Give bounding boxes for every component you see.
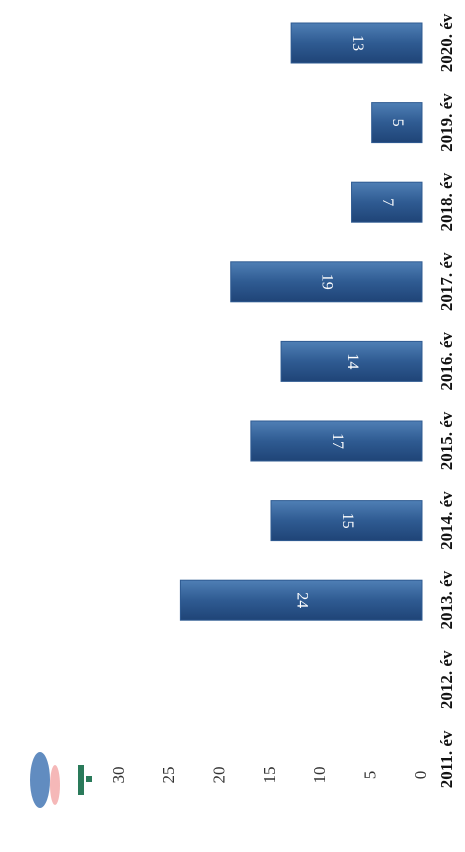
x-tick-label: 2011. év [437,730,456,788]
bar [351,181,423,223]
x-tick-label: 2017. év [437,252,456,311]
bar [230,261,423,303]
bar [270,500,423,542]
y-tick-label: 20 [210,767,229,784]
y-tick-label: 0 [411,771,430,780]
value-label: 5 [389,119,406,127]
x-tick-label: 2014. év [437,491,456,550]
value-label: 19 [319,274,336,290]
value-label: 13 [349,35,366,51]
bar [280,340,423,382]
bar [371,102,423,144]
x-tick-label: 2020. év [437,13,456,72]
y-tick-label: 25 [159,767,178,784]
x-tick-label: 2015. év [437,411,456,470]
x-tick-label: 2012. év [437,650,456,709]
y-tick-label: 10 [310,767,329,784]
x-tick-label: 2016. év [437,332,456,391]
value-label: 24 [294,592,311,608]
value-label: 15 [339,513,356,529]
value-label: 14 [344,353,361,369]
logos [30,752,92,808]
y-tick-label: 5 [361,771,380,780]
y-tick-label: 15 [260,767,279,784]
y-tick-label: 30 [109,767,128,784]
bar [179,579,423,621]
value-label: 17 [329,433,346,449]
bar [290,22,423,64]
x-tick-label: 2018. év [437,172,456,231]
x-tick-label: 2019. év [437,93,456,152]
x-tick-label: 2013. év [437,570,456,629]
value-label: 7 [379,198,396,206]
bar [250,420,423,462]
